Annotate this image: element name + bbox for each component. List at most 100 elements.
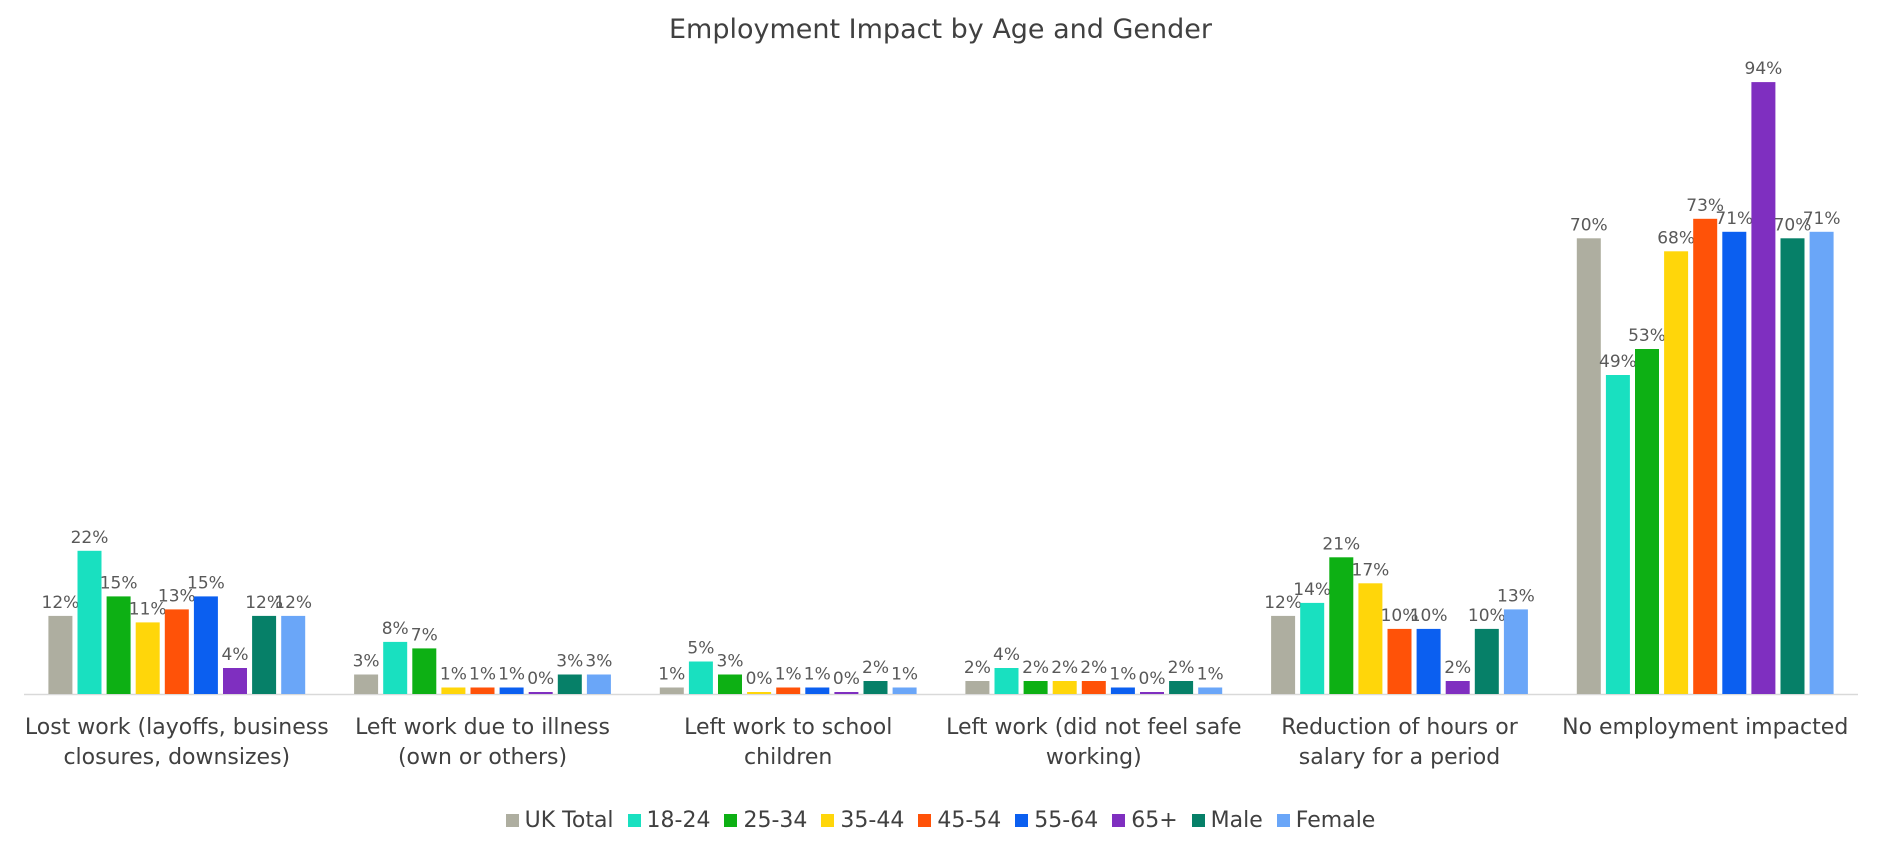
legend-swatch	[1015, 814, 1029, 827]
legend-label: 25-34	[743, 808, 808, 833]
legend-label: 55-64	[1034, 808, 1099, 833]
data-label: 11%	[129, 599, 167, 619]
bar	[1387, 628, 1412, 694]
data-label: 94%	[1745, 59, 1783, 79]
legend-item: UK Total	[505, 808, 614, 833]
bar	[994, 668, 1019, 694]
data-label: 13%	[158, 586, 196, 606]
data-label: 71%	[1803, 209, 1841, 229]
bar	[1722, 231, 1747, 695]
legend-swatch	[505, 814, 519, 827]
bar	[470, 687, 495, 694]
data-label: 1%	[658, 665, 685, 685]
data-label: 1%	[1109, 665, 1136, 685]
data-label: 5%	[687, 639, 714, 659]
data-label: 0%	[527, 669, 554, 689]
data-label: 49%	[1599, 352, 1637, 372]
bar	[1110, 687, 1135, 694]
data-label: 70%	[1570, 215, 1608, 235]
bar	[106, 596, 131, 694]
bar	[1416, 628, 1441, 694]
data-label: 14%	[1293, 580, 1331, 600]
legend-label: 35-44	[840, 808, 905, 833]
bar	[1329, 557, 1354, 694]
legend-swatch	[1276, 814, 1290, 827]
data-label: 2%	[1051, 658, 1078, 678]
data-label: 7%	[411, 625, 438, 645]
legend-swatch	[1191, 814, 1205, 827]
data-label: 73%	[1686, 196, 1724, 216]
bar	[441, 687, 466, 694]
bar	[1751, 82, 1776, 695]
data-label: 3%	[556, 652, 583, 672]
category-label: salary for a period	[1299, 745, 1500, 770]
bar	[1780, 238, 1805, 695]
data-label: 0%	[746, 669, 773, 689]
bar	[1169, 681, 1194, 694]
data-label: 1%	[440, 665, 467, 685]
legend-item: 45-54	[918, 808, 1001, 833]
bar	[1140, 692, 1164, 694]
bar	[354, 674, 379, 694]
bar	[383, 641, 408, 694]
bar	[252, 615, 277, 694]
data-label: 3%	[585, 652, 612, 672]
bar	[1664, 251, 1689, 695]
bar	[1081, 681, 1106, 694]
data-label: 1%	[891, 665, 918, 685]
chart-title: Employment Impact by Age and Gender	[668, 14, 1213, 45]
data-label: 2%	[862, 658, 889, 678]
bar	[1809, 231, 1834, 695]
data-label: 15%	[187, 573, 225, 593]
category-label: (own or others)	[398, 745, 567, 770]
data-label: 22%	[71, 528, 109, 548]
bar	[1052, 681, 1077, 694]
data-label: 1%	[469, 665, 496, 685]
data-label: 1%	[498, 665, 525, 685]
data-label: 4%	[993, 645, 1020, 665]
bar	[776, 687, 801, 694]
data-label: 12%	[274, 593, 312, 613]
legend-label: 18-24	[646, 808, 711, 833]
legend-item: Female	[1276, 808, 1375, 833]
legend-item: 18-24	[627, 808, 711, 833]
data-label: 2%	[1444, 658, 1471, 678]
legend-item: Male	[1191, 808, 1263, 833]
category-label: No employment impacted	[1562, 715, 1848, 740]
data-label: 71%	[1715, 209, 1753, 229]
bar	[1300, 602, 1325, 694]
bar	[688, 661, 713, 694]
data-label: 53%	[1628, 326, 1666, 346]
legend: UK Total 18-24 25-34 35-44 45-54 55-64 65+ Male…	[0, 808, 1881, 833]
data-label: 0%	[1139, 669, 1166, 689]
bar	[965, 681, 990, 694]
legend-label: 65+	[1131, 808, 1178, 833]
bar	[499, 687, 524, 694]
bar	[412, 648, 437, 694]
data-label: 12%	[1264, 593, 1302, 613]
data-label: 1%	[804, 665, 831, 685]
bar	[223, 668, 247, 694]
data-label: 4%	[222, 645, 249, 665]
plot-area: 12%22%15%11%13%15%4%12%12%Lost work (lay…	[24, 59, 1858, 770]
data-label: 2%	[1168, 658, 1195, 678]
bar	[1605, 375, 1630, 694]
data-label: 1%	[1197, 665, 1224, 685]
data-label: 1%	[775, 665, 802, 685]
bar	[557, 674, 582, 694]
bar	[1635, 349, 1659, 694]
bar	[1693, 218, 1718, 695]
legend-swatch	[918, 814, 932, 827]
bar	[48, 615, 73, 694]
data-label: 2%	[1080, 658, 1107, 678]
legend-swatch	[821, 814, 835, 827]
legend-item: 55-64	[1015, 808, 1098, 833]
bar	[863, 681, 888, 694]
category-label: children	[744, 745, 832, 770]
data-label: 10%	[1410, 606, 1448, 626]
data-label: 3%	[353, 652, 380, 672]
data-label: 68%	[1657, 228, 1695, 248]
bar	[1576, 238, 1601, 695]
bar	[834, 692, 859, 694]
data-label: 12%	[42, 593, 80, 613]
